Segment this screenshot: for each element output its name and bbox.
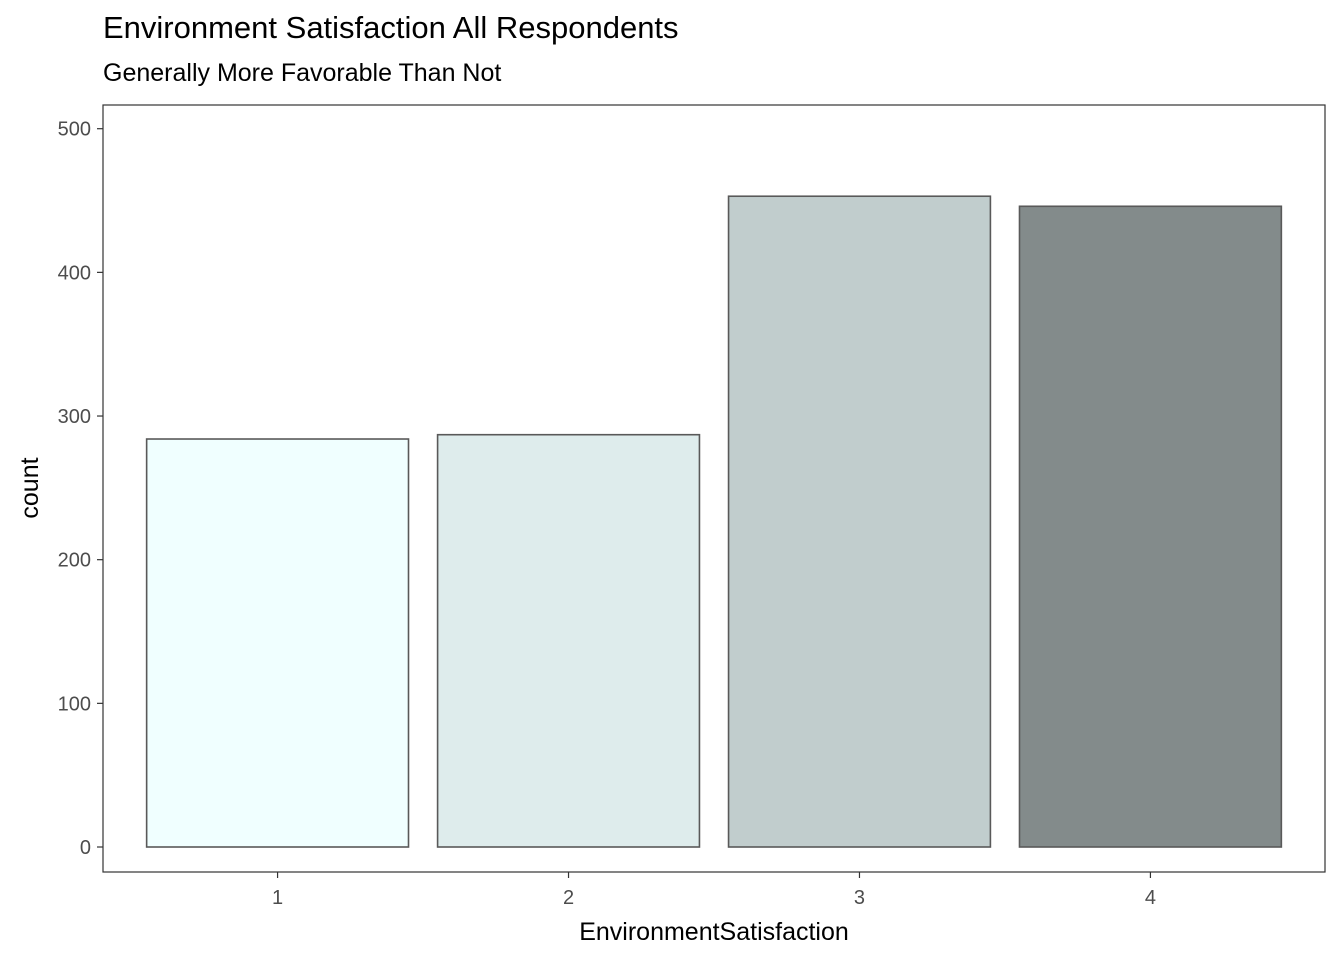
bar-3 xyxy=(727,195,992,848)
bar-1 xyxy=(145,438,410,848)
bar-4 xyxy=(1018,205,1283,848)
x-tick-label: 1 xyxy=(272,887,283,909)
y-tick-label: 300 xyxy=(58,406,91,428)
chart-title: Environment Satisfaction All Respondents xyxy=(103,10,679,45)
bars-group xyxy=(145,195,1283,848)
x-axis: 1 2 3 4 xyxy=(272,872,1156,909)
x-tick-label: 2 xyxy=(563,887,574,909)
chart-subtitle: Generally More Favorable Than Not xyxy=(103,59,502,87)
bar-2 xyxy=(436,433,701,848)
x-tick-label: 4 xyxy=(1145,887,1156,909)
y-axis-title: count xyxy=(16,457,44,518)
y-tick-label: 100 xyxy=(58,693,91,715)
y-tick-label: 0 xyxy=(80,837,91,859)
x-axis-title: EnvironmentSatisfaction xyxy=(579,918,849,946)
y-tick-label: 200 xyxy=(58,550,91,572)
y-tick-label: 500 xyxy=(58,119,91,141)
y-tick-label: 400 xyxy=(58,262,91,284)
plot-panel-border xyxy=(102,104,1326,873)
x-tick-label: 3 xyxy=(854,887,865,909)
y-axis: 0 100 200 300 400 500 xyxy=(58,119,103,859)
